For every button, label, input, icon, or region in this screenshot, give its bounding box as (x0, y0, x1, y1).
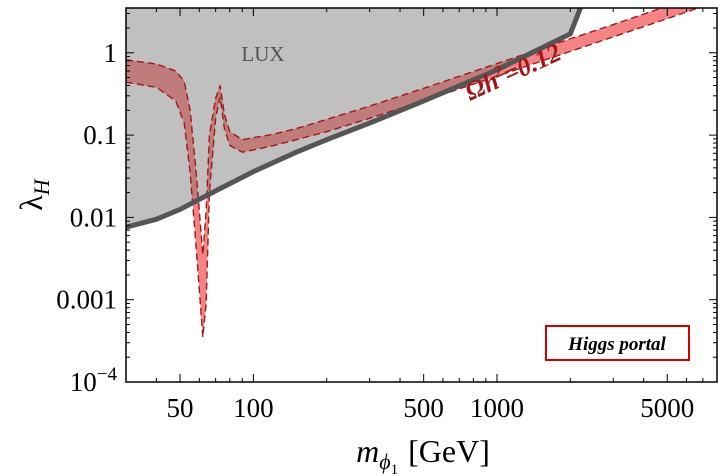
y-axis-subscript: H (29, 178, 54, 196)
legend-text: Higgs portal (567, 334, 666, 355)
x-tick-label: 50 (167, 393, 194, 423)
y-tick-label: 0.001 (56, 285, 117, 315)
y-axis-symbol: λ (13, 195, 49, 211)
higgs-portal-legend: Higgs portal (546, 326, 689, 360)
y-tick-label: 1 (104, 38, 118, 68)
x-tick-label: 5000 (640, 393, 694, 423)
x-axis-symbol: m (356, 433, 379, 469)
x-axis-subsubscript: 1 (391, 462, 399, 476)
x-axis-unit: [GeV] (408, 433, 490, 469)
x-tick-label: 100 (233, 393, 274, 423)
y-tick-label: 0.01 (70, 202, 117, 232)
x-tick-label: 1000 (470, 393, 524, 423)
x-axis-subscript: ϕ (379, 449, 390, 474)
x-tick-label: 500 (403, 393, 444, 423)
y-tick-label: 0.1 (83, 120, 117, 150)
lux-region-label: LUX (241, 42, 284, 66)
